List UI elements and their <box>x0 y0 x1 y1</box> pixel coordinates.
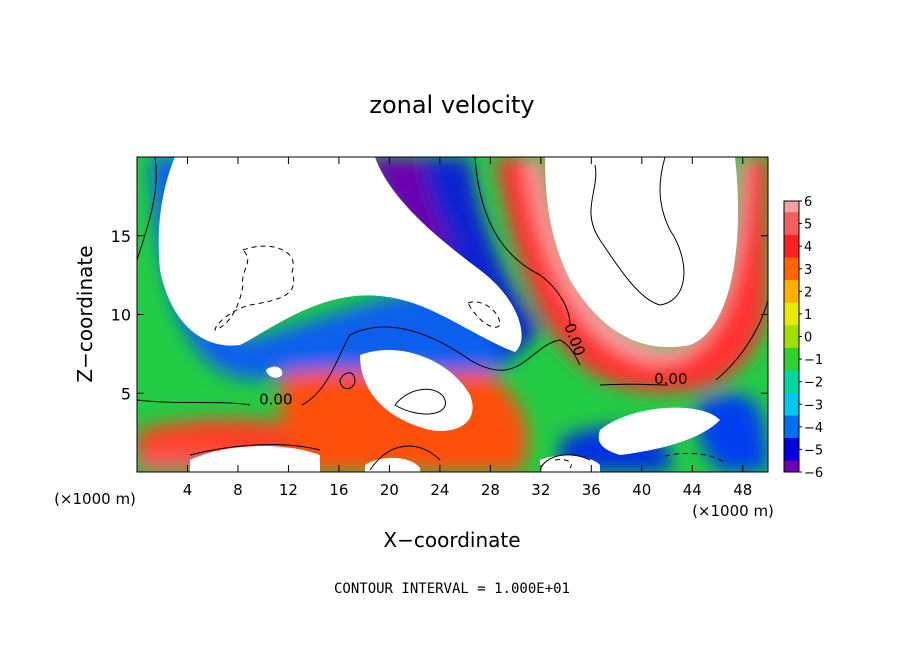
colorbar-swatch <box>784 347 799 360</box>
contour-dashed <box>214 245 726 469</box>
y-axis-ticks: 5 10 15 <box>111 227 768 403</box>
dashed-contour-bottom <box>554 459 572 469</box>
contour-label: 0.00 <box>654 370 687 388</box>
contour-center <box>394 388 446 415</box>
x-tick-label: 24 <box>430 481 449 499</box>
colorbar-label: 5 <box>804 218 812 233</box>
x-unit-label-right: (×1000 m) <box>692 502 774 520</box>
y-tick-label: 5 <box>121 384 131 403</box>
colorbar-swatch <box>784 246 799 258</box>
contour-upper-right <box>590 157 685 306</box>
masked-bottom-left <box>190 445 320 472</box>
colorbar-swatch <box>784 370 799 383</box>
masked-bottom-center <box>365 457 420 472</box>
x-tick-label: 12 <box>279 481 298 499</box>
colorbar-swatch <box>784 313 799 326</box>
y-axis-label: Z−coordinate <box>73 245 97 382</box>
colorbar-swatch <box>784 392 799 405</box>
colorbar-label: −2 <box>804 376 823 391</box>
colorbar-swatch <box>784 325 799 337</box>
colorbar-label: −1 <box>804 353 823 368</box>
colorbar-swatch <box>784 223 799 236</box>
contour-zero-mid <box>137 326 581 406</box>
x-unit-label-left: (×1000 m) <box>54 490 136 508</box>
x-axis-label: X−coordinate <box>383 528 520 552</box>
x-tick-label: 8 <box>233 481 243 499</box>
colorbar-swatch <box>784 291 799 304</box>
colorbar-swatch <box>784 268 799 281</box>
colorbar-swatch <box>784 280 799 292</box>
colorbar: 6 5 4 3 2 1 0 −1 −2 −3 −4 −5 −6 <box>783 195 823 481</box>
colorbar-swatch <box>784 449 799 462</box>
x-tick-label: 44 <box>683 481 702 499</box>
colorbar-label: −5 <box>804 443 823 458</box>
colorbar-swatch <box>784 257 799 270</box>
contour-zero-left <box>137 157 157 261</box>
colorbar-label: 6 <box>804 195 812 210</box>
colorbar-swatch <box>784 438 799 450</box>
colorbar-swatch <box>784 336 799 349</box>
dashed-contour-bottom-right <box>664 452 726 464</box>
colorbar-label: −3 <box>804 398 823 413</box>
colorbar-swatch <box>784 201 799 213</box>
x-tick-label: 28 <box>481 481 500 499</box>
colorbar-label: −4 <box>804 421 823 436</box>
colorbar-label: 3 <box>804 263 812 278</box>
colorbar-swatch <box>784 460 799 473</box>
chart-title: zonal velocity <box>369 91 534 119</box>
x-tick-label: 16 <box>329 481 348 499</box>
colorbar-swatch <box>784 381 799 394</box>
colorbar-swatch <box>784 404 799 417</box>
velocity-field: 0.000.000.00 <box>137 157 768 472</box>
x-tick-label: 36 <box>582 481 601 499</box>
x-tick-label: 48 <box>733 481 752 499</box>
contour-interval-note: CONTOUR INTERVAL = 1.000E+01 <box>334 581 570 597</box>
colorbar-label: 1 <box>804 308 812 323</box>
contour-bottom-left <box>189 444 321 456</box>
cold-band-left <box>150 157 517 380</box>
contour-bottom-mid <box>539 454 591 471</box>
x-tick-label: 40 <box>632 481 651 499</box>
x-tick-label: 20 <box>380 481 399 499</box>
colorbar-label: 4 <box>804 240 812 255</box>
contour-bottom-center <box>369 445 441 471</box>
masked-small-spot <box>266 366 283 378</box>
masked-bottom-right <box>598 407 720 455</box>
dashed-contour-left <box>214 245 295 331</box>
y-tick-label: 15 <box>111 227 131 246</box>
x-tick-label: 4 <box>183 481 193 499</box>
contour-label: 0.00 <box>259 390 292 408</box>
cold-blob-right <box>696 393 768 472</box>
colorbar-swatch <box>784 359 799 371</box>
contour-lines <box>137 157 768 471</box>
colorbar-swatch <box>784 302 799 315</box>
warm-arc-inner <box>525 157 748 363</box>
masked-upper-left <box>158 157 522 352</box>
contour-small-loop <box>339 372 356 389</box>
colorbar-swatch <box>784 415 799 428</box>
contour-zero-upper <box>474 157 571 326</box>
colorbar-label: −6 <box>804 466 823 481</box>
x-axis-ticks: 4 8 12 16 20 24 28 32 36 40 44 48 <box>183 157 752 499</box>
colorbar-swatch <box>784 426 799 439</box>
contour-zero-right <box>599 299 768 386</box>
dashed-contour-center <box>467 301 501 328</box>
x-tick-label: 32 <box>531 481 550 499</box>
colorbar-swatch <box>784 234 799 247</box>
colorbar-label: 2 <box>804 285 812 300</box>
masked-upper-right <box>545 157 738 348</box>
colorbar-swatch <box>784 212 799 225</box>
y-tick-label: 10 <box>111 306 131 325</box>
colorbar-label: 0 <box>804 331 812 346</box>
